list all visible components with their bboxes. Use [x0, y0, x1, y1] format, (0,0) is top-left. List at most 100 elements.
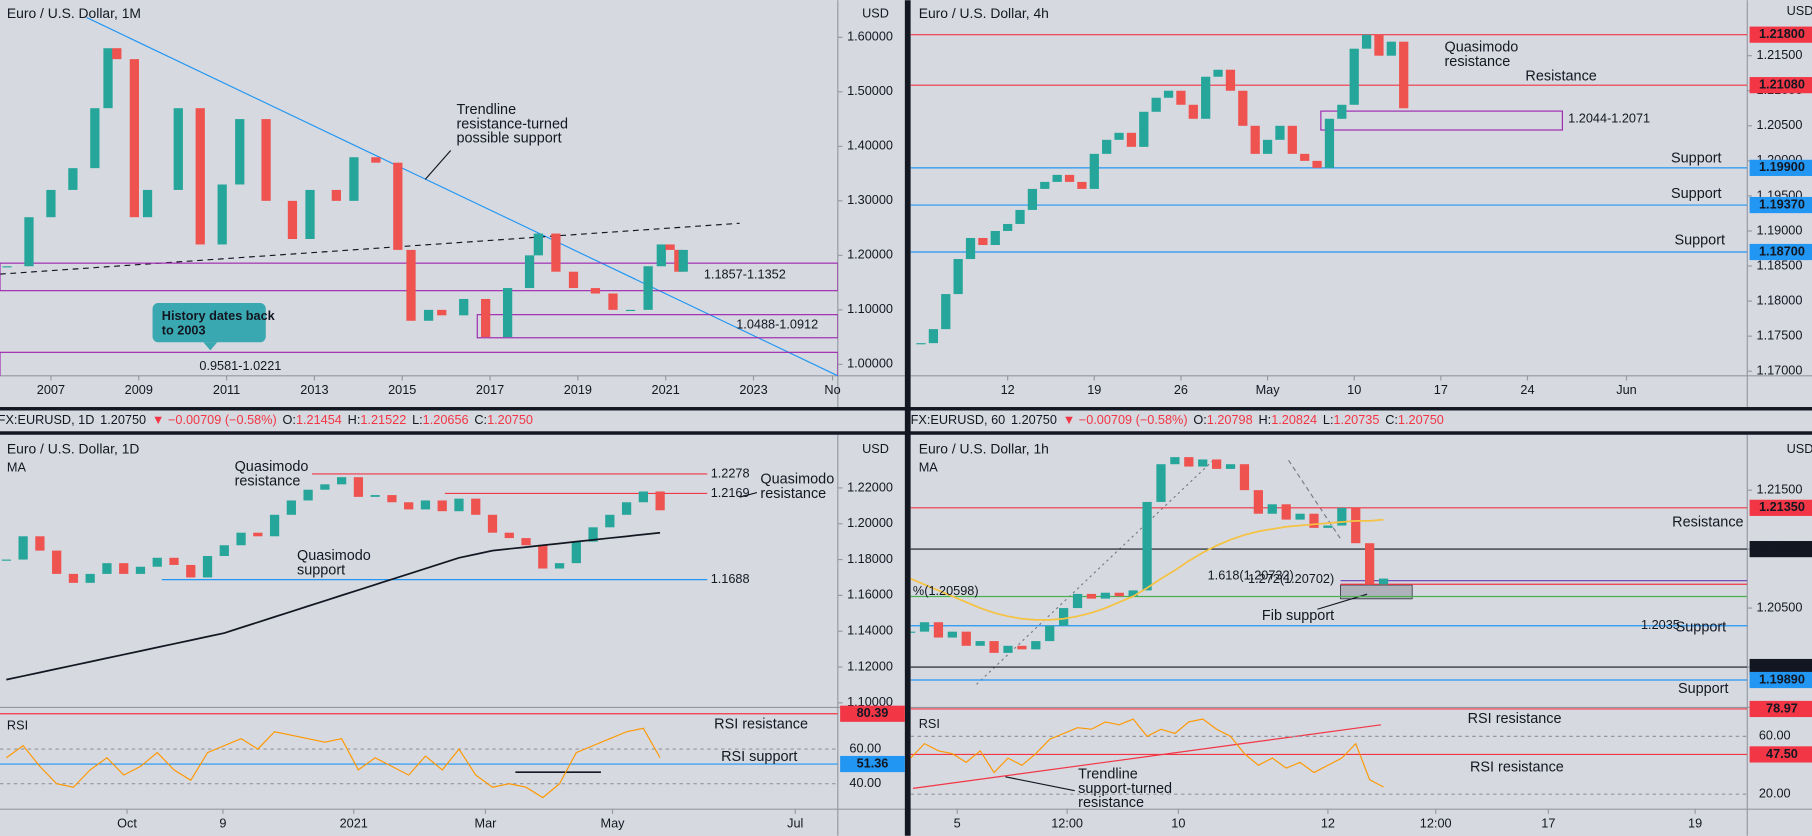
candle [1126, 132, 1137, 147]
annotation: possible support [456, 131, 561, 147]
candle [1361, 34, 1372, 49]
callout [152, 303, 266, 343]
y-tick-label: 1.20500 [1757, 599, 1803, 614]
currency-label: USD [1787, 3, 1812, 18]
candle [1100, 592, 1110, 599]
symbol: FX:EURUSD, 60 [911, 412, 1006, 427]
x-tick-label: 17 [1434, 382, 1448, 397]
chart-title: Euro / U.S. Dollar, 1M [7, 5, 141, 21]
candle [975, 641, 985, 646]
candle [1386, 41, 1396, 56]
rsi-label: RSI [919, 716, 940, 731]
candle [1114, 132, 1124, 140]
panel-separator [0, 431, 1812, 435]
candle [1250, 125, 1260, 154]
y-tick-label: 1.21500 [1757, 47, 1803, 62]
level-box [1749, 499, 1812, 516]
candle [1064, 174, 1075, 182]
zone [1320, 110, 1563, 131]
candle [129, 59, 139, 218]
annotation: Quasimodo [235, 459, 309, 475]
y-tick-label: 60.00 [849, 740, 881, 755]
symbol-header: FX:EURUSD, 1D 1.20750 ▼ −0.00709 (−0.58%) O… [0, 412, 533, 427]
annotation: Quasimodo [297, 548, 371, 564]
candle [941, 294, 951, 330]
y-tick-label: 1.18000 [1757, 292, 1803, 307]
candle [219, 545, 229, 556]
rsi-label: RSI [7, 717, 28, 732]
candle [90, 108, 100, 169]
annotation: Quasimodo [760, 472, 834, 488]
candle [1086, 593, 1097, 599]
annotation: support-turned [1078, 781, 1172, 797]
candle [910, 631, 916, 633]
ohlc-value: 1.20735 [1333, 412, 1379, 427]
candle [1374, 34, 1384, 56]
candle [1262, 139, 1273, 154]
annotation: Support [1678, 681, 1729, 697]
y-tick-label: 1.20000 [847, 515, 893, 530]
x-tick-label: Jun [1616, 382, 1636, 397]
candle [186, 564, 196, 578]
candle [2, 266, 12, 268]
ohlc-key: H: [1258, 412, 1271, 427]
level-box [1749, 243, 1812, 261]
ohlc-key: L: [1323, 412, 1334, 427]
zone-label: 1.0488-1.0912 [736, 316, 818, 331]
legend-label: MA [919, 460, 939, 475]
x-tick-label: 9 [219, 816, 226, 831]
price-line-label: 1.2035 [1641, 617, 1680, 632]
candle [1212, 459, 1222, 469]
candle [481, 298, 491, 338]
y-tick-label: 1.20500 [1757, 117, 1803, 132]
price-pane [910, 34, 1748, 345]
y-tick-label: 1.16000 [847, 587, 893, 602]
candle [103, 48, 113, 109]
candle [1114, 592, 1124, 597]
price-pane [0, 48, 838, 376]
candle [1281, 504, 1291, 520]
candle [608, 293, 618, 310]
x-tick-label: 26 [1174, 382, 1188, 397]
price-pane [910, 457, 1748, 681]
x-tick-label: 10 [1171, 816, 1185, 831]
annotation: Resistance [1672, 514, 1743, 530]
zone [476, 314, 838, 339]
x-tick-label: 2011 [213, 382, 240, 397]
candle [1128, 590, 1138, 597]
annotation: RSI resistance [1468, 711, 1562, 727]
candle [195, 108, 205, 245]
candle [1287, 125, 1297, 154]
candle [502, 288, 513, 338]
candle [303, 489, 313, 501]
x-tick-label: 12 [1001, 382, 1015, 397]
ohlc-value: 1.21454 [296, 412, 342, 427]
level-label: 1.20000 [1759, 658, 1805, 673]
candle [590, 288, 601, 294]
candle [1309, 513, 1319, 528]
candle [1253, 490, 1263, 514]
candle [554, 563, 565, 569]
candle [112, 48, 122, 60]
candle [1225, 69, 1236, 91]
candle [1184, 457, 1194, 467]
annotation: resistance [1078, 795, 1144, 811]
candle [1225, 464, 1236, 469]
x-tick-label: Jul [787, 816, 803, 831]
arrow [1005, 776, 1075, 792]
candle [1201, 76, 1211, 119]
candle [1198, 459, 1208, 467]
candle [571, 541, 581, 564]
level-label: 78.97 [1766, 700, 1798, 715]
candle [454, 498, 464, 512]
y-tick-label: 1.50000 [847, 83, 893, 98]
level-label: 1.19890 [1759, 671, 1805, 686]
candle [1324, 118, 1335, 168]
candle [1239, 464, 1250, 491]
candle [35, 536, 45, 551]
annotation: Fib support [1262, 608, 1334, 624]
change: ▼ −0.00709 (−0.58%) [152, 412, 277, 427]
trendline [86, 17, 839, 377]
currency-label: USD [862, 441, 889, 456]
